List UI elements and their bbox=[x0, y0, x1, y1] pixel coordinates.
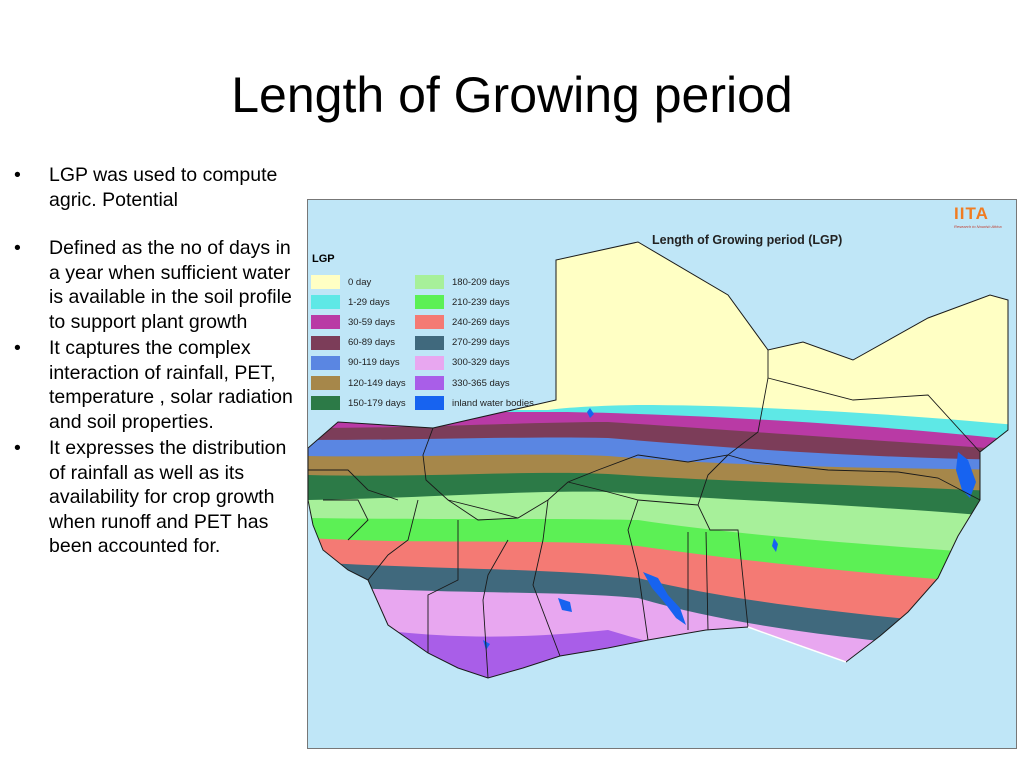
legend-swatch bbox=[311, 396, 340, 411]
country-border bbox=[627, 499, 649, 641]
legend-label: 90-119 days bbox=[348, 357, 400, 369]
legend-swatch bbox=[415, 315, 444, 330]
legend-swatch bbox=[311, 376, 340, 391]
legend-swatch bbox=[311, 335, 340, 350]
legend-item: 90-119 days bbox=[311, 353, 406, 373]
bullet-item: Defined as the no of days in a year when… bbox=[14, 236, 304, 334]
legend-item: 30-59 days bbox=[311, 312, 406, 332]
legend-item: 150-179 days bbox=[311, 393, 406, 413]
legend-label: 240-269 days bbox=[452, 316, 510, 328]
inland-water bbox=[956, 452, 976, 498]
legend-label: 120-149 days bbox=[348, 377, 406, 389]
map-canvas bbox=[308, 241, 1009, 679]
legend-label: 180-209 days bbox=[452, 276, 510, 288]
bullet-item: It captures the complex interaction of r… bbox=[14, 336, 304, 434]
legend-swatch bbox=[311, 295, 340, 310]
legend-item: 270-299 days bbox=[415, 333, 534, 353]
legend-label: 0 day bbox=[348, 276, 372, 288]
legend-label: 330-365 days bbox=[452, 377, 510, 389]
legend-swatch bbox=[415, 335, 444, 350]
legend-item: 0 day bbox=[311, 272, 406, 292]
legend-label: 60-89 days bbox=[348, 337, 396, 349]
legend-label: 270-299 days bbox=[452, 337, 510, 349]
inland-water bbox=[772, 538, 778, 552]
legend-swatch bbox=[415, 295, 444, 310]
legend-label: 30-59 days bbox=[348, 316, 396, 328]
legend-item: 330-365 days bbox=[415, 373, 534, 393]
legend-title: LGP bbox=[312, 253, 335, 265]
inland-water bbox=[483, 640, 490, 650]
legend-swatch bbox=[415, 355, 444, 370]
legend-item: inland water bodies bbox=[415, 393, 534, 413]
country-border bbox=[482, 539, 509, 679]
country-border bbox=[532, 499, 561, 657]
country-border bbox=[705, 531, 709, 631]
legend-item: 1-29 days bbox=[311, 292, 406, 312]
bullet-item: LGP was used to compute agric. Potential bbox=[14, 163, 304, 212]
legend-label: 1-29 days bbox=[348, 296, 390, 308]
legend-label: 210-239 days bbox=[452, 296, 510, 308]
legend-item: 240-269 days bbox=[415, 312, 534, 332]
country-border bbox=[308, 469, 399, 501]
country-border bbox=[727, 454, 981, 501]
legend-label: 150-179 days bbox=[348, 397, 406, 409]
legend-item: 180-209 days bbox=[415, 272, 534, 292]
country-borders bbox=[308, 350, 981, 679]
country-border bbox=[427, 520, 459, 653]
legend-swatch bbox=[311, 275, 340, 290]
legend-label: 300-329 days bbox=[452, 357, 510, 369]
legend-item: 120-149 days bbox=[311, 373, 406, 393]
legend-swatch bbox=[415, 275, 444, 290]
country-border bbox=[367, 499, 419, 581]
bullet-item: It expresses the distribution of rainfal… bbox=[14, 436, 304, 559]
country-border bbox=[697, 454, 749, 628]
legend-column-2: 180-209 days 210-239 days 240-269 days 2… bbox=[415, 272, 534, 413]
country-border bbox=[447, 499, 519, 519]
legend-swatch bbox=[415, 396, 444, 411]
inland-water bbox=[643, 572, 686, 625]
bullet-list: LGP was used to compute agric. Potential… bbox=[14, 163, 304, 561]
map-title: Length of Growing period (LGP) bbox=[652, 233, 843, 247]
legend-item: 300-329 days bbox=[415, 353, 534, 373]
lgp-map: Length of Growing period (LGP) IITA Rese… bbox=[307, 199, 1017, 749]
country-border bbox=[767, 377, 981, 453]
inland-water bbox=[587, 408, 594, 418]
slide-title: Length of Growing period bbox=[231, 67, 793, 123]
legend-item: 60-89 days bbox=[311, 333, 406, 353]
legend-item: 210-239 days bbox=[415, 292, 534, 312]
coastline bbox=[308, 241, 1009, 679]
inland-water bbox=[558, 598, 572, 612]
country-border bbox=[323, 499, 369, 541]
coast-shore bbox=[747, 626, 847, 663]
logo-tagline: Research to Nourish Africa bbox=[954, 224, 1002, 229]
legend-label: inland water bodies bbox=[452, 397, 534, 409]
legend-swatch bbox=[311, 315, 340, 330]
legend-swatch bbox=[311, 355, 340, 370]
iita-logo: IITA bbox=[954, 204, 989, 223]
legend-swatch bbox=[415, 376, 444, 391]
legend-column-1: 0 day 1-29 days 30-59 days 60-89 days 90… bbox=[311, 272, 406, 413]
country-border bbox=[567, 481, 699, 506]
